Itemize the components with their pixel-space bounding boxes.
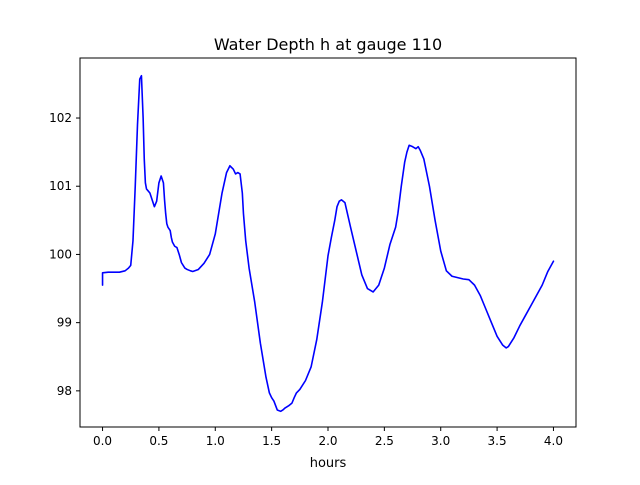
x-tick-label: 0.0 [93, 434, 112, 448]
y-tick-label: 99 [57, 316, 72, 330]
y-tick-label: 101 [49, 179, 72, 193]
x-tick-label: 1.5 [262, 434, 281, 448]
y-tick-label: 102 [49, 111, 72, 125]
x-tick-label: 2.5 [375, 434, 394, 448]
x-tick-label: 0.5 [149, 434, 168, 448]
x-axis-label: hours [310, 456, 347, 471]
series-layer [101, 74, 555, 413]
series-line [101, 74, 555, 413]
x-tick-label: 3.5 [488, 434, 507, 448]
y-tick-label: 98 [57, 384, 72, 398]
plot-frame [79, 57, 577, 428]
x-tick-label: 2.0 [318, 434, 337, 448]
x-tick-label: 1.0 [206, 434, 225, 448]
y-tick-label: 100 [49, 247, 72, 261]
x-tick-label: 4.0 [544, 434, 563, 448]
axis-ticks: 0.0 0.5 1.0 1.5 2.0 2.5 3.0 3.5 4.0 98 99 100 101 102 [49, 111, 563, 448]
chart-title: Water Depth h at gauge 110 [214, 35, 442, 54]
x-tick-label: 3.0 [431, 434, 450, 448]
